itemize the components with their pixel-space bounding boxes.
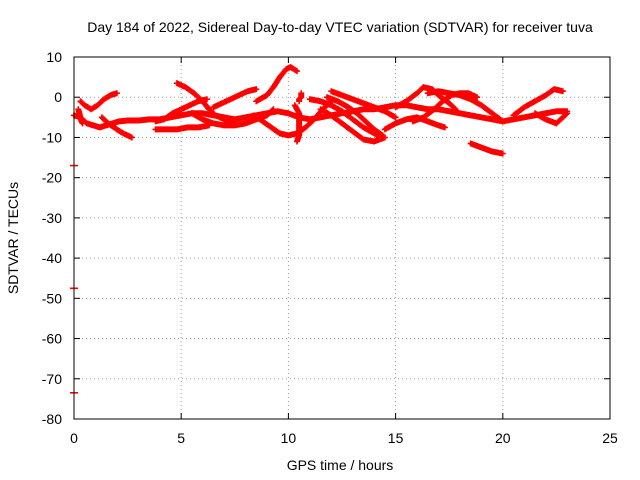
y-tick-label: 0 <box>54 89 62 105</box>
y-tick-label: -70 <box>42 371 62 387</box>
y-axis-label: SDTVAR / TECUs <box>5 182 21 294</box>
x-tick-label: 25 <box>602 430 618 446</box>
y-tick-label: 10 <box>46 49 62 65</box>
y-tick-label: -40 <box>42 250 62 266</box>
y-tick-label: -20 <box>42 170 62 186</box>
series-track-n <box>306 96 384 141</box>
chart-title: Day 184 of 2022, Sidereal Day-to-day VTE… <box>87 19 593 35</box>
x-tick-label: 0 <box>70 430 78 446</box>
series-track-f <box>152 96 210 125</box>
series-track-c <box>75 106 86 127</box>
series-track-b <box>77 90 120 113</box>
y-tick-label: -30 <box>42 210 62 226</box>
plot-frame <box>73 56 611 420</box>
series-track-x <box>531 110 571 127</box>
series-track-q <box>328 88 399 121</box>
y-tick-label: -60 <box>42 331 62 347</box>
series-track-g <box>152 122 213 133</box>
x-tick-label: 15 <box>388 430 404 446</box>
series-track-v <box>467 140 506 157</box>
x-axis-label: GPS time / hours <box>287 457 394 473</box>
series-track-u <box>424 88 506 125</box>
grid-lines <box>74 57 610 419</box>
series-track-p <box>323 94 386 139</box>
y-tick-label: -10 <box>42 129 62 145</box>
x-tick-label: 20 <box>495 430 511 446</box>
series-track-w <box>510 86 566 119</box>
x-tick-label: 5 <box>177 430 185 446</box>
x-tick-label: 10 <box>281 430 297 446</box>
y-tick-label: -80 <box>42 411 62 427</box>
series-track-h <box>210 86 260 111</box>
series-track-l <box>291 102 303 145</box>
series-track-o <box>317 106 388 145</box>
y-tick-label: -50 <box>42 290 62 306</box>
series-track-m <box>296 90 305 105</box>
series-track-d <box>98 114 135 141</box>
axis-ticks: 0 5 10 15 20 25 10 0 -10 -20 -30 -40 -50 -60 -70 -80 <box>42 49 618 446</box>
series-track-j <box>253 64 300 105</box>
